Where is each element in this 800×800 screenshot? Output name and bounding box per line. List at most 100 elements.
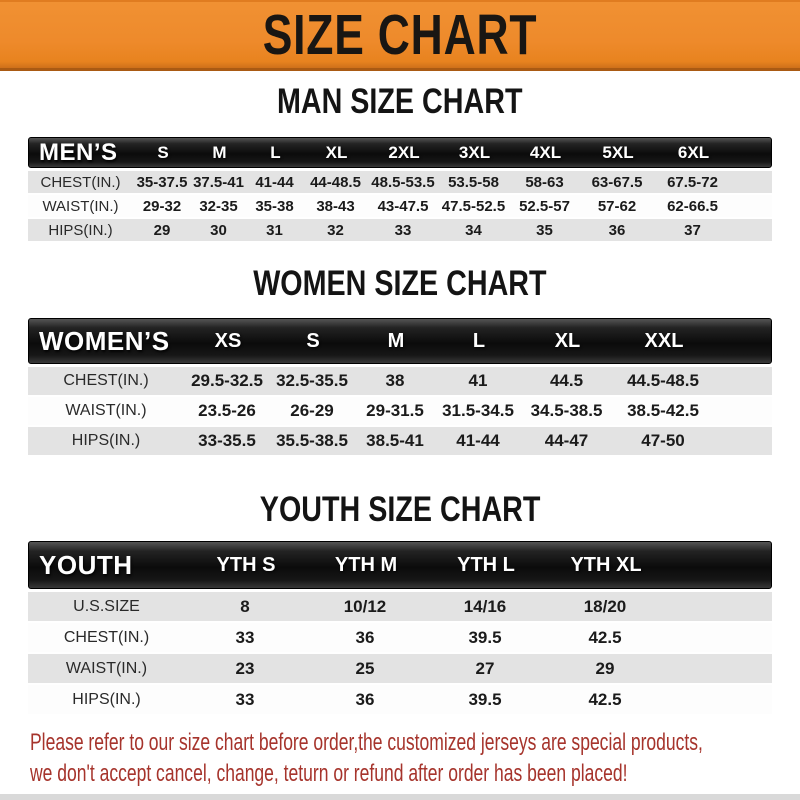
size-cell: 29.5-32.5 — [191, 371, 263, 390]
men-size-column-header: M — [212, 142, 227, 162]
size-cell: 42.5 — [588, 689, 622, 709]
youth-chest-row: CHEST(IN.) 33 36 39.5 42.5 — [28, 623, 772, 652]
size-cell: 38.5-41 — [366, 431, 424, 450]
size-cell: 53.5-58 — [448, 173, 499, 191]
size-cell: 33 — [394, 221, 412, 239]
women-section-heading: WOMEN SIZE CHART — [0, 264, 800, 304]
size-cell: 18/20 — [583, 596, 627, 616]
size-cell: 32.5-35.5 — [276, 371, 348, 390]
size-cell: 58-63 — [525, 173, 564, 191]
spacer-cell — [665, 685, 772, 714]
size-cell: 29 — [595, 658, 615, 678]
size-cell: 23.5-26 — [198, 401, 256, 420]
size-cell: 41-44 — [255, 173, 294, 191]
size-cell: 29-31.5 — [366, 401, 424, 420]
men-size-column-header: 3XL — [458, 142, 491, 162]
size-cell: 52.5-57 — [519, 197, 570, 215]
size-cell: 38.5-42.5 — [627, 401, 699, 420]
women-size-column-header: S — [306, 329, 320, 352]
size-cell: 35.5-38.5 — [276, 431, 348, 450]
youth-hips-row: HIPS(IN.) 33 36 39.5 42.5 — [28, 685, 772, 714]
spacer-cell — [666, 542, 773, 588]
youth-table-header-row: YOUTH YTH S YTH M YTH L YTH XL — [28, 541, 772, 589]
spacer-cell — [665, 654, 772, 683]
footer-line-2: we don't accept cancel, change, teturn o… — [30, 760, 628, 787]
men-size-column-header: 5XL — [602, 142, 634, 162]
women-chest-row: CHEST(IN.) 29.5-32.5 32.5-35.5 38 41 44.… — [28, 367, 772, 395]
youth-size-column-header: YTH M — [334, 553, 398, 576]
women-size-column-header: L — [472, 329, 486, 352]
row-label: WAIST(IN.) — [65, 402, 147, 419]
size-cell: 63-67.5 — [591, 173, 643, 191]
size-cell: 36 — [355, 627, 375, 647]
spacer-cell — [732, 138, 773, 167]
size-cell: 31.5-34.5 — [442, 401, 514, 420]
size-cell: 23 — [235, 658, 255, 678]
size-cell: 37 — [684, 221, 701, 239]
size-cell: 34.5-38.5 — [530, 401, 603, 420]
size-cell: 26-29 — [290, 401, 334, 420]
size-cell: 35-37.5 — [136, 173, 188, 191]
row-label: WAIST(IN.) — [65, 659, 148, 677]
size-cell: 32 — [327, 221, 344, 239]
size-cell: 29 — [153, 221, 171, 239]
youth-size-column-header: YTH S — [216, 553, 276, 576]
size-cell: 37.5-41 — [193, 173, 244, 191]
men-section-heading: MAN SIZE CHART — [0, 82, 800, 122]
size-cell: 32-35 — [199, 197, 238, 215]
size-cell: 35 — [536, 221, 553, 239]
size-cell: 67.5-72 — [667, 173, 718, 191]
men-chest-row: CHEST(IN.) 35-37.5 37.5-41 41-44 44-48.5… — [28, 171, 772, 193]
footer-note: Please refer to our size chart before or… — [30, 727, 800, 789]
row-label: U.S.SIZE — [73, 597, 140, 615]
size-cell: 39.5 — [468, 627, 502, 647]
row-label: CHEST(IN.) — [63, 372, 149, 389]
size-cell: 47-50 — [641, 431, 685, 450]
youth-waist-row: WAIST(IN.) 23 25 27 29 — [28, 654, 772, 683]
size-cell: 47.5-52.5 — [441, 197, 506, 215]
youth-ussize-row: U.S.SIZE 8 10/12 14/16 18/20 — [28, 592, 772, 621]
size-cell: 42.5 — [588, 627, 622, 647]
size-cell: 29-32 — [142, 197, 182, 215]
row-label: HIPS(IN.) — [71, 432, 141, 449]
women-corner-label: WOMEN’S — [39, 325, 170, 356]
spacer-cell — [713, 397, 772, 425]
banner-title: SIZE CHART — [262, 3, 538, 67]
women-size-column-header: M — [387, 329, 405, 352]
size-cell: 27 — [475, 658, 495, 678]
size-cell: 8 — [240, 596, 250, 616]
women-table-header-row: WOMEN’S XS S M L XL XXL — [28, 318, 772, 364]
spacer-cell — [713, 427, 772, 455]
size-cell: 33-35.5 — [198, 431, 256, 450]
youth-section-heading: YOUTH SIZE CHART — [0, 490, 800, 530]
size-cell: 44.5 — [549, 371, 584, 390]
footer-line-1: Please refer to our size chart before or… — [30, 729, 703, 756]
women-size-column-header: XS — [214, 329, 242, 352]
size-cell: 38-43 — [316, 197, 355, 215]
size-cell: 44-48.5 — [310, 173, 361, 191]
men-size-column-header: S — [157, 142, 169, 162]
size-cell: 14/16 — [463, 596, 507, 616]
spacer-cell — [731, 219, 772, 241]
spacer-cell — [714, 319, 773, 363]
row-label: HIPS(IN.) — [72, 690, 141, 708]
size-cell: 25 — [355, 658, 375, 678]
row-label: WAIST(IN.) — [42, 197, 119, 215]
size-cell: 36 — [608, 221, 626, 239]
men-size-column-header: L — [270, 142, 281, 162]
size-cell: 41-44 — [456, 431, 500, 450]
size-cell: 39.5 — [468, 689, 502, 709]
size-cell: 10/12 — [343, 596, 387, 616]
women-size-table: WOMEN’S XS S M L XL XXL CHEST(IN.) 29.5-… — [28, 318, 772, 457]
women-hips-row: HIPS(IN.) 33-35.5 35.5-38.5 38.5-41 41-4… — [28, 427, 772, 455]
spacer-cell — [665, 623, 772, 652]
size-cell: 43-47.5 — [377, 197, 429, 215]
row-label: CHEST(IN.) — [63, 628, 150, 646]
spacer-cell — [731, 171, 772, 193]
size-cell: 33 — [235, 627, 255, 647]
size-cell: 35-38 — [255, 197, 294, 215]
men-size-column-header: 6XL — [677, 142, 710, 162]
youth-size-table: YOUTH YTH S YTH M YTH L YTH XL U.S.SIZE … — [28, 541, 772, 716]
men-size-column-header: XL — [325, 142, 348, 162]
